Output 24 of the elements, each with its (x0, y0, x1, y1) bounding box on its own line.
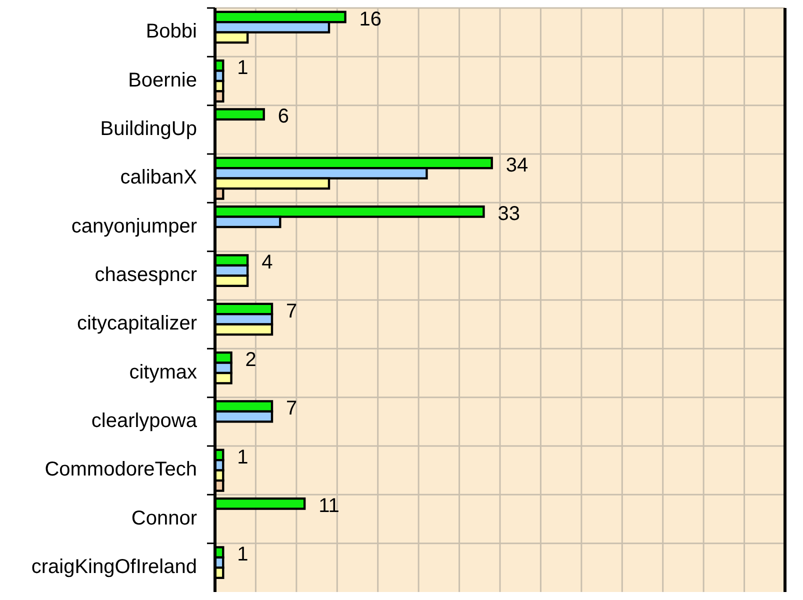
y-tick-label: clearlypowa (91, 410, 198, 432)
data-label: 4 (262, 252, 273, 274)
y-tick-label: chasespncr (94, 264, 198, 286)
data-label: 1 (237, 544, 248, 566)
y-tick-label: Connor (131, 507, 198, 530)
y-tick-label: calibanX (120, 166, 197, 189)
data-label: 1 (237, 56, 248, 79)
data-label: 16 (359, 8, 382, 30)
y-tick-label: craigKingOfIreland (31, 556, 197, 578)
data-label: 7 (286, 398, 298, 420)
data-label: 34 (506, 154, 528, 176)
data-label: 7 (286, 300, 298, 322)
y-tick-label: Boernie (128, 69, 197, 92)
y-tick-label: CommodoreTech (44, 458, 197, 481)
data-label: 2 (245, 348, 256, 371)
y-tick-label: citycapitalizer (76, 312, 198, 335)
y-tick-label: citymax (129, 361, 197, 384)
data-label: 33 (498, 202, 520, 225)
y-tick-label: Bobbi (146, 20, 197, 43)
y-tick-label: BuildingUp (100, 118, 197, 140)
data-label: 11 (318, 494, 340, 517)
data-label: 1 (237, 446, 248, 468)
data-label: 6 (278, 106, 289, 128)
y-tick-label: canyonjumper (71, 215, 198, 238)
